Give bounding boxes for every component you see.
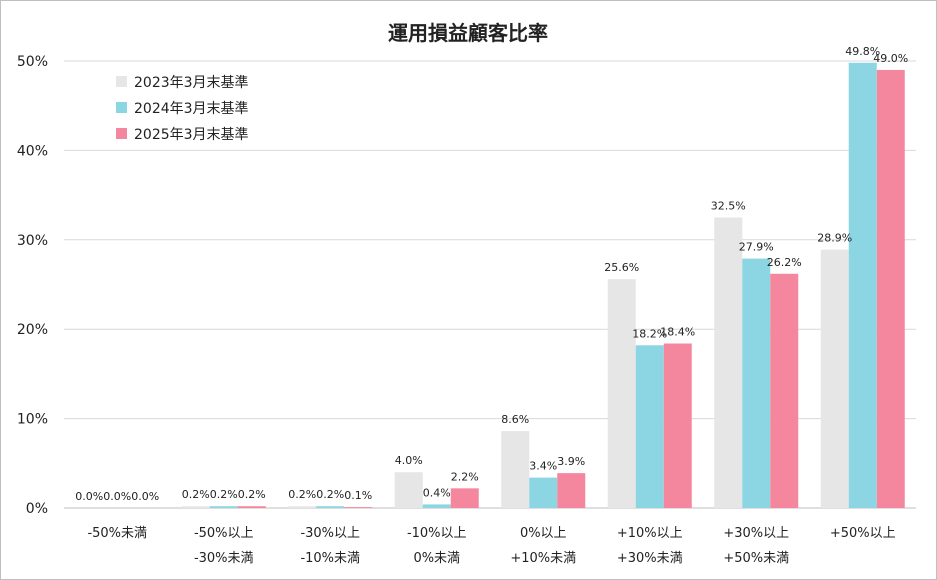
x-tick-label: +50%以上 (830, 526, 896, 541)
y-tick-label: 0% (26, 501, 48, 517)
x-axis: -50%未満 -50%以上 -30%未満 -30%以上 -10%未満 -10%以上 0%未満… (87, 526, 895, 566)
x-tick-label: +10%未満 (510, 551, 576, 566)
y-tick-label: 20% (17, 322, 48, 338)
data-label: 0.4% (423, 486, 451, 499)
x-tick-label: 0%未満 (413, 551, 460, 566)
x-tick-label: +50%未満 (723, 551, 789, 566)
chart-title: 運用損益顧客比率 (388, 21, 548, 45)
data-label: 0.2% (182, 488, 210, 501)
x-tick-label: -10%以上 (407, 526, 467, 541)
legend: 2023年3月末基準 2024年3月末基準 2025年3月末基準 (116, 74, 249, 143)
data-label: 25.6% (604, 261, 639, 274)
x-tick-label: -30%未満 (194, 551, 254, 566)
bar-series-1-cat-6 (607, 279, 636, 508)
x-tick-label: 0%以上 (520, 526, 567, 541)
data-label: 0.2% (238, 488, 266, 501)
bar-series-2-cat-6 (635, 345, 664, 508)
bar-series-2-cat-8 (848, 62, 877, 509)
data-label: 3.4% (529, 460, 557, 473)
data-labels: 0.0% 0.0% 0.0% 0.2% 0.2% 0.2% 0.2% 0.2% 0.1%4.0%… (75, 45, 908, 503)
data-label: 0.1% (344, 489, 372, 502)
y-tick-label: 40% (17, 143, 48, 159)
bar-series-1-cat-4 (394, 472, 423, 508)
data-label: 18.4% (660, 326, 695, 339)
bar-series-2-cat-3 (316, 506, 345, 508)
data-label: 0.0% (131, 490, 159, 503)
legend-swatch (116, 128, 127, 139)
bar-series-1-cat-2 (181, 506, 210, 508)
x-tick-label: +10%以上 (617, 526, 683, 541)
data-label: 2.2% (451, 470, 479, 483)
x-tick-label: -50%以上 (194, 526, 254, 541)
data-label: 0.0% (103, 490, 131, 503)
data-label: 8.6% (501, 413, 529, 426)
bar-series-2-cat-2 (209, 506, 238, 508)
x-tick-label: +30%未満 (617, 551, 683, 566)
data-label: 3.9% (557, 455, 585, 468)
bar-series-3-cat-8 (876, 69, 905, 508)
data-label: 18.2% (632, 327, 667, 340)
bar-series-3-cat-3 (344, 507, 373, 508)
legend-label: 2025年3月末基準 (134, 126, 249, 143)
bar-series-3-cat-4 (450, 488, 479, 508)
data-label: 26.2% (767, 256, 802, 269)
bar-series-3-cat-2 (237, 506, 266, 508)
bar-series-3-cat-7 (770, 273, 799, 508)
data-label: 49.8% (845, 45, 880, 58)
legend-swatch (116, 102, 127, 113)
y-tick-label: 50% (17, 54, 48, 70)
y-tick-label: 10% (17, 412, 48, 428)
data-label: 4.0% (395, 454, 423, 467)
data-label: 49.0% (873, 52, 908, 65)
legend-label: 2024年3月末基準 (134, 100, 249, 117)
bar-series-1-cat-8 (820, 249, 849, 508)
y-tick-label: 30% (17, 233, 48, 249)
bars (181, 62, 905, 509)
y-axis: 0% 10% 20% 30% 40% 50% (17, 54, 48, 517)
bar-series-1-cat-7 (714, 217, 743, 508)
bar-series-1-cat-5 (501, 431, 530, 508)
data-label: 0.2% (210, 488, 238, 501)
bar-series-3-cat-6 (663, 343, 692, 508)
x-tick-label: -10%未満 (300, 551, 360, 566)
data-label: 0.0% (75, 490, 103, 503)
bar-series-3-cat-5 (557, 473, 586, 508)
data-label: 27.9% (739, 241, 774, 254)
x-tick-label: -30%以上 (300, 526, 360, 541)
data-label: 0.2% (316, 488, 344, 501)
data-label: 0.2% (288, 488, 316, 501)
x-tick-label: +30%以上 (723, 526, 789, 541)
bar-series-1-cat-3 (288, 506, 317, 508)
bar-series-2-cat-5 (529, 477, 558, 508)
data-label: 28.9% (817, 232, 852, 245)
x-tick-label: -50%未満 (87, 526, 147, 541)
bar-series-2-cat-4 (422, 504, 451, 508)
bar-series-2-cat-7 (742, 258, 771, 508)
data-label: 32.5% (711, 199, 746, 212)
legend-label: 2023年3月末基準 (134, 74, 249, 91)
legend-swatch (116, 76, 127, 87)
